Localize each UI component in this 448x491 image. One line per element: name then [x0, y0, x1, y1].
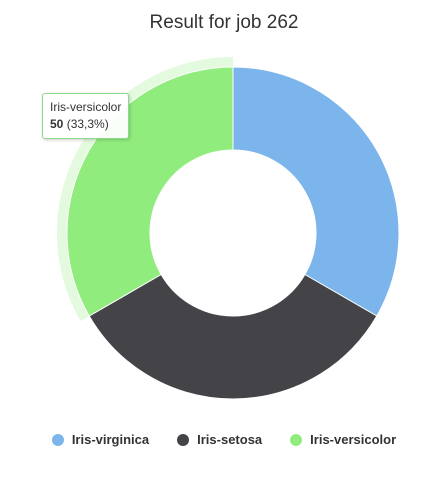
chart-title: Result for job 262	[149, 12, 299, 33]
legend-item-iris-setosa[interactable]: Iris-setosa	[177, 432, 262, 447]
legend-item-iris-versicolor[interactable]: Iris-versicolor	[290, 432, 396, 447]
legend-marker	[177, 433, 190, 446]
legend-marker	[51, 433, 64, 446]
tooltip: Iris-versicolor 50 (33,3%)	[42, 93, 130, 139]
legend: Iris-virginica Iris-setosa Iris-versicolor	[0, 432, 448, 447]
tooltip-series: Iris-versicolor	[50, 100, 122, 114]
legend-item-iris-virginica[interactable]: Iris-virginica	[51, 432, 150, 447]
slices	[66, 66, 400, 400]
tooltip-percent: (33,3%)	[66, 117, 109, 131]
legend-label: Iris-virginica	[71, 432, 150, 447]
tooltip-value: 50	[50, 117, 64, 131]
slice-iris-virginica[interactable]	[232, 66, 400, 317]
legend-label: Iris-versicolor	[310, 432, 397, 447]
legend-label: Iris-setosa	[197, 432, 263, 447]
slice-iris-setosa[interactable]	[88, 273, 378, 400]
legend-marker	[290, 433, 303, 446]
